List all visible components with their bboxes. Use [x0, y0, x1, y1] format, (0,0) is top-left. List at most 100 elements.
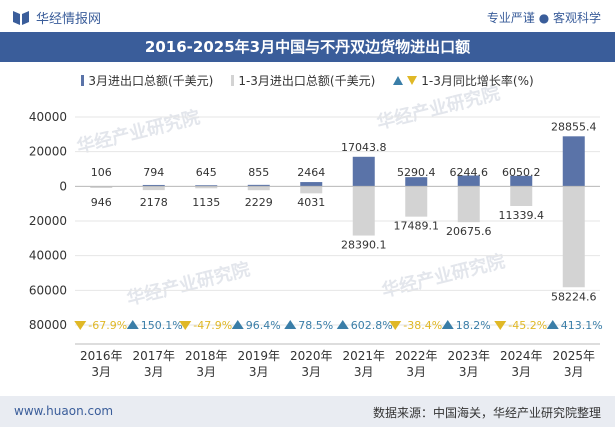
data-label-cumulative: 11339.4	[499, 209, 545, 222]
x-tick-label-year: 2020年	[290, 349, 333, 363]
data-label-cumulative: 2178	[140, 196, 168, 209]
data-label-monthly: 5290.4	[397, 166, 436, 179]
data-label-cumulative: 20675.6	[446, 225, 492, 238]
growth-down-triangle-icon	[494, 321, 507, 330]
bar-monthly	[300, 182, 323, 187]
x-tick-label-year: 2025年	[552, 349, 595, 363]
x-tick-label-year: 2019年	[237, 349, 280, 363]
legend-label-monthly: 3月进出口总额(千美元)	[88, 73, 214, 88]
bar-cumulative	[352, 186, 375, 236]
growth-down-triangle-icon	[74, 321, 87, 330]
bar-monthly	[352, 156, 375, 187]
legend-down-triangle-icon	[407, 75, 418, 85]
footer-site[interactable]: www.huaon.com	[14, 404, 114, 418]
brand: 华经情报网	[12, 8, 101, 27]
legend-item-cumulative: 1-3月进出口总额(千美元)	[231, 70, 375, 90]
data-label-cumulative: 1135	[192, 196, 220, 209]
growth-up-triangle-icon	[231, 320, 244, 329]
growth-up-triangle-icon	[546, 320, 559, 329]
legend-label-growth: 1-3月同比增长率(%)	[421, 73, 534, 88]
data-label-growth: 602.8%	[351, 319, 393, 332]
legend: 3月进出口总额(千美元) 1-3月进出口总额(千美元) 1-3月同比增长率(%)	[0, 70, 615, 90]
data-label-monthly: 28855.4	[551, 120, 597, 133]
y-tick-label: 60000	[29, 283, 67, 297]
bar-monthly	[247, 184, 270, 187]
data-label-cumulative: 58224.6	[551, 290, 597, 303]
bar-monthly	[562, 136, 585, 187]
data-label-growth: 150.1%	[141, 319, 183, 332]
data-label-growth: 78.5%	[298, 319, 333, 332]
y-tick-label: 0	[59, 179, 67, 193]
x-tick-label-year: 2023年	[447, 349, 490, 363]
bar-cumulative	[142, 186, 165, 191]
x-tick-label-month: 3月	[249, 365, 269, 379]
x-tick-label-month: 3月	[301, 365, 321, 379]
x-tick-label-year: 2021年	[342, 349, 385, 363]
data-label-cumulative: 946	[91, 196, 112, 209]
data-label-growth: -67.9%	[88, 319, 127, 332]
x-tick-label-month: 3月	[459, 365, 479, 379]
growth-down-triangle-icon	[179, 321, 192, 330]
brand-logo-icon	[13, 10, 29, 25]
chart-area: 40000 20000 0 20000 40000 60000 80000 106 946 -67…	[29, 110, 603, 379]
y-tick-label: 20000	[29, 214, 67, 228]
data-label-growth: -38.4%	[403, 319, 442, 332]
data-label-monthly: 17043.8	[341, 141, 387, 154]
bar-cumulative	[247, 186, 270, 191]
x-tick-label-month: 3月	[354, 365, 374, 379]
data-label-monthly: 645	[196, 166, 217, 179]
y-tick-label: 80000	[29, 318, 67, 332]
data-label-growth: -47.9%	[193, 319, 232, 332]
x-tick-label-month: 3月	[564, 365, 584, 379]
x-tick-label-year: 2017年	[132, 349, 175, 363]
legend-item-monthly: 3月进出口总额(千美元)	[81, 70, 213, 90]
bar-cumulative	[457, 186, 480, 223]
bar-cumulative	[90, 186, 113, 188]
chart-title: 2016-2025年3月中国与不丹双边货物进出口额	[0, 32, 615, 62]
data-label-cumulative: 28390.1	[341, 239, 387, 252]
x-tick-label-year: 2016年	[80, 349, 123, 363]
growth-down-triangle-icon	[389, 321, 402, 330]
x-tick-label-year: 2024年	[500, 349, 543, 363]
bar-cumulative	[510, 186, 533, 206]
growth-up-triangle-icon	[441, 320, 454, 329]
bar-monthly	[457, 175, 480, 187]
legend-item-growth: 1-3月同比增长率(%)	[393, 70, 534, 90]
x-tick-label-month: 3月	[406, 365, 426, 379]
data-label-cumulative: 2229	[245, 196, 273, 209]
bar-cumulative	[562, 186, 585, 288]
tagline: 专业严谨 ● 客观科学	[486, 11, 601, 25]
data-label-monthly: 6050.2	[502, 166, 541, 179]
growth-up-triangle-icon	[336, 320, 349, 329]
bar-monthly	[142, 184, 165, 187]
data-label-growth: -45.2%	[508, 319, 547, 332]
footer: www.huaon.com 数据来源：中国海关，华经产业研究院整理	[0, 396, 615, 427]
bar-monthly	[510, 175, 533, 187]
data-label-cumulative: 17489.1	[394, 220, 440, 233]
x-tick-label-month: 3月	[196, 365, 216, 379]
top-bar: 华经情报网 专业严谨 ● 客观科学	[0, 0, 615, 32]
bar-cumulative	[195, 186, 218, 189]
x-tick-label-month: 3月	[511, 365, 531, 379]
data-label-monthly: 794	[143, 166, 164, 179]
x-tick-label-year: 2022年	[395, 349, 438, 363]
legend-up-triangle-icon	[393, 75, 404, 85]
data-label-growth: 413.1%	[561, 319, 603, 332]
bar-monthly	[405, 177, 428, 187]
growth-up-triangle-icon	[126, 320, 139, 329]
y-tick-label: 40000	[29, 110, 67, 124]
growth-up-triangle-icon	[284, 320, 297, 329]
data-label-growth: 96.4%	[246, 319, 281, 332]
y-tick-label: 20000	[29, 145, 67, 159]
data-label-growth: 18.2%	[456, 319, 491, 332]
bar-cumulative	[405, 186, 428, 217]
x-tick-label-month: 3月	[144, 365, 164, 379]
bar-cumulative	[300, 186, 323, 194]
footer-source: 数据来源：中国海关，华经产业研究院整理	[372, 406, 601, 420]
data-label-cumulative: 4031	[297, 196, 325, 209]
legend-swatch-cumulative	[231, 74, 235, 86]
bar-monthly	[195, 185, 218, 187]
data-label-monthly: 2464	[297, 166, 325, 179]
legend-label-cumulative: 1-3月进出口总额(千美元)	[238, 73, 376, 88]
data-label-monthly: 106	[91, 166, 112, 179]
